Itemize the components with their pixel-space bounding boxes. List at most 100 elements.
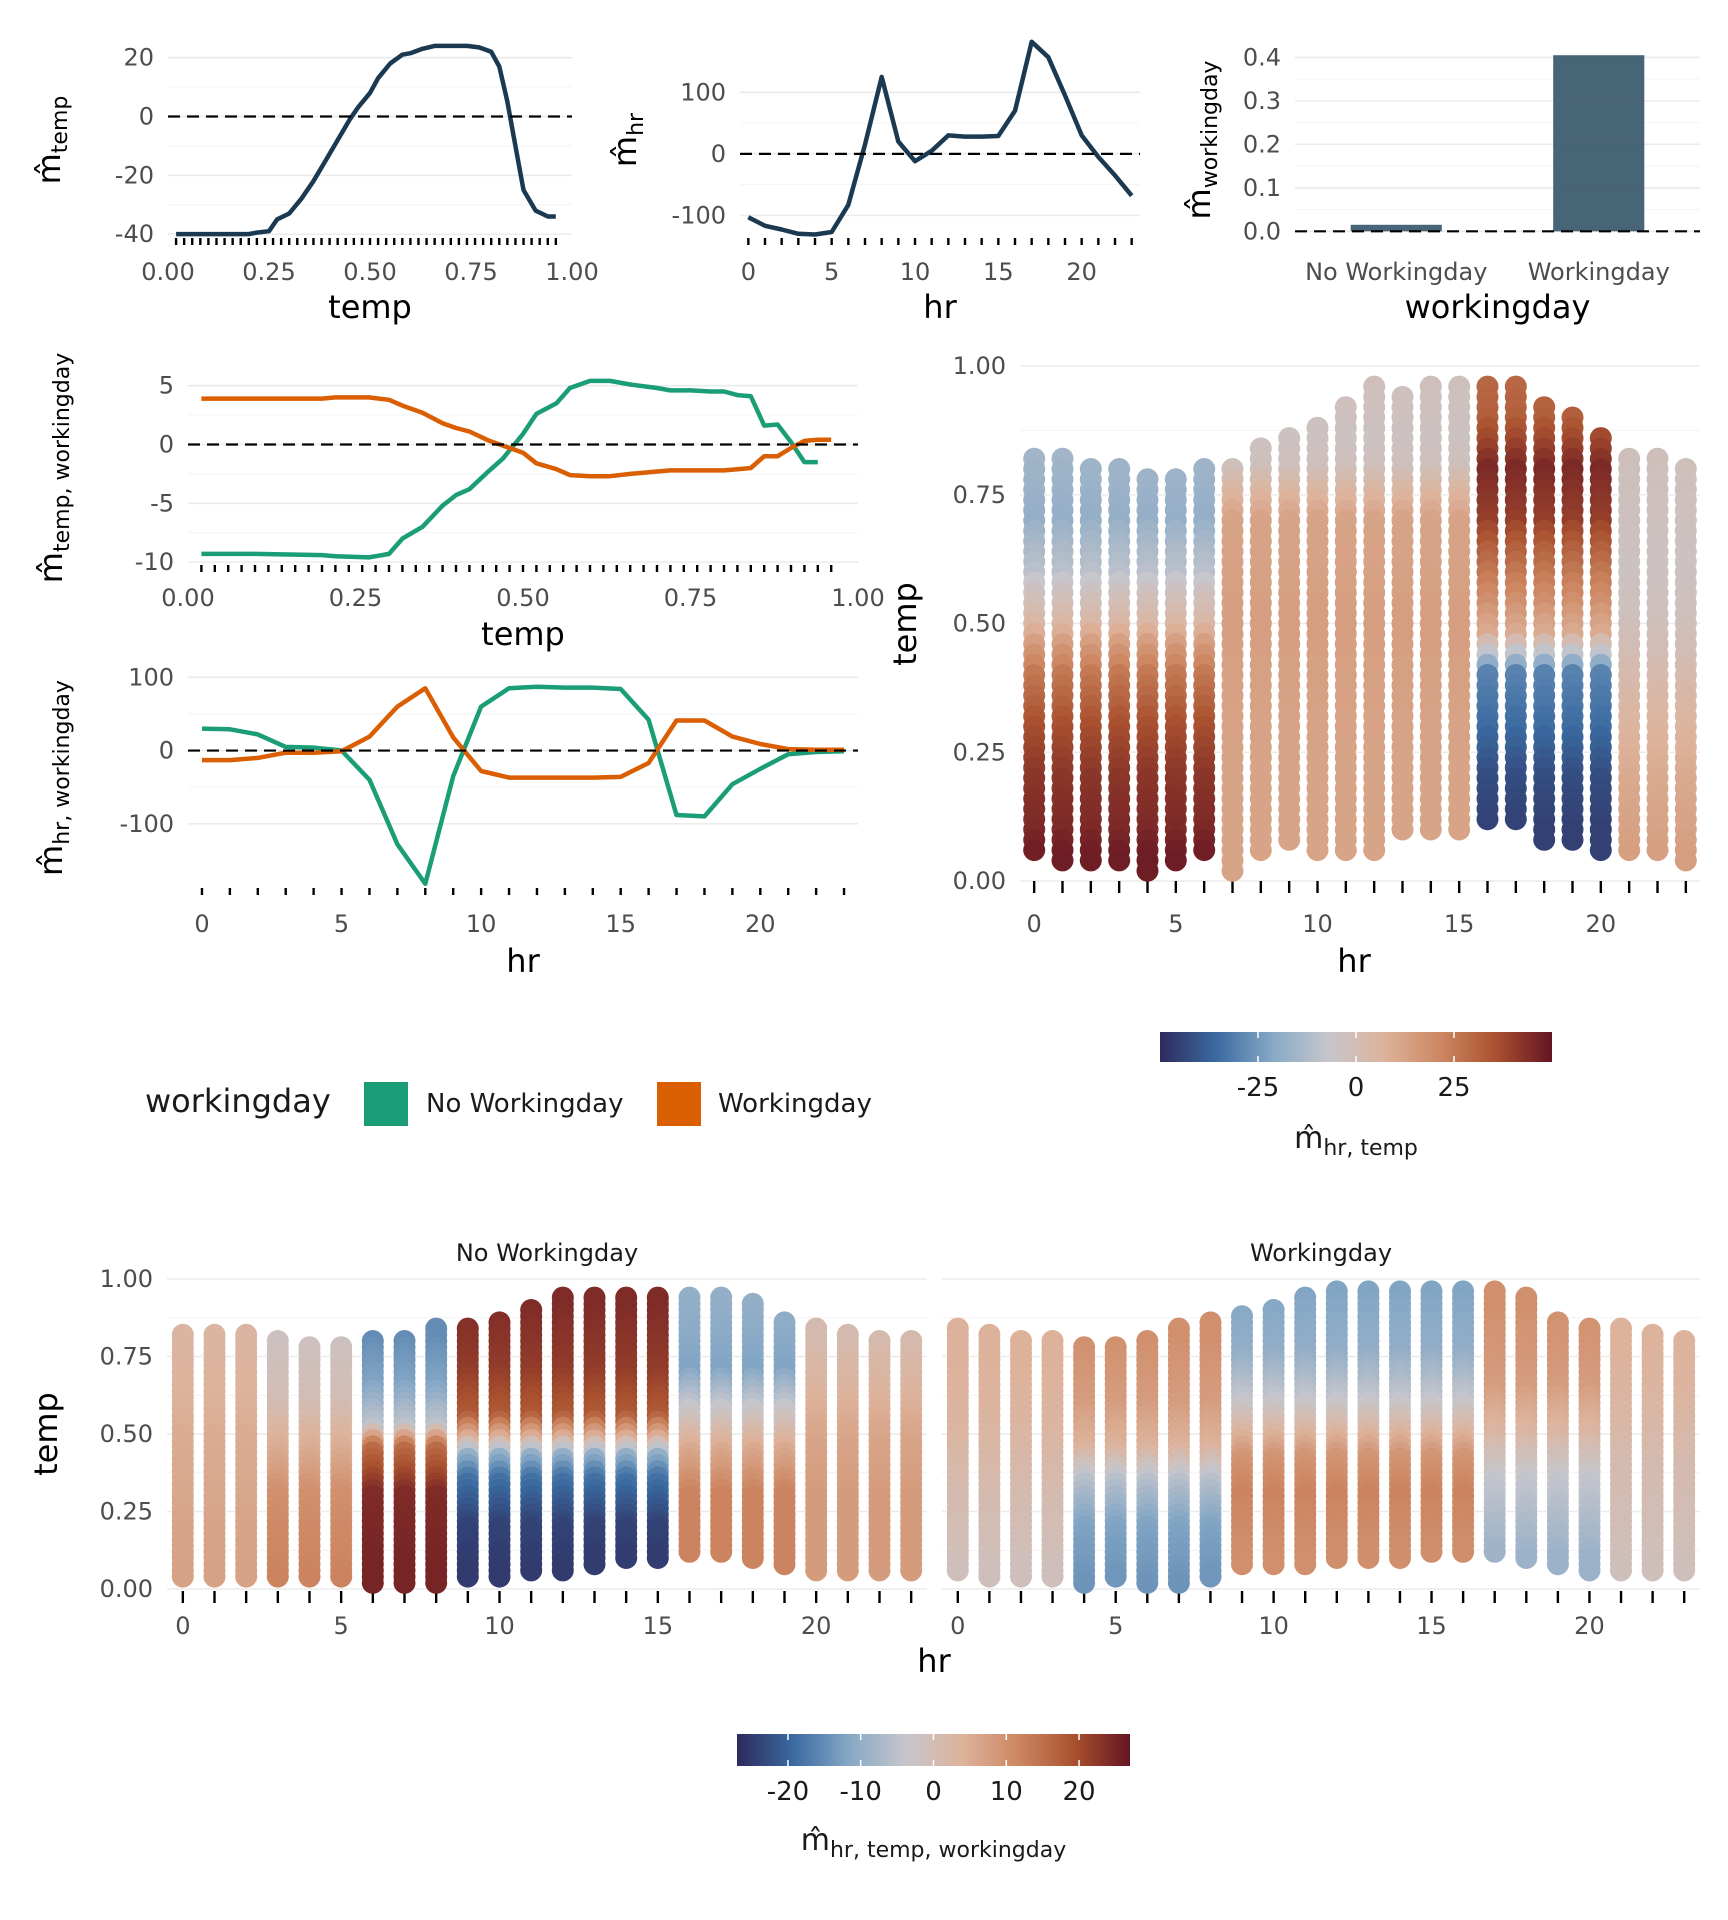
y-axis-label: m̂temp, workingday [32,353,75,583]
data-point [1023,839,1046,862]
y-tick-label: 0.00 [100,1575,153,1603]
data-point [741,1547,764,1569]
data-point [171,1565,194,1588]
data-point [1325,1547,1348,1569]
y-tick-label: 0.1 [1243,174,1281,202]
x-tick-label: 15 [643,1612,674,1640]
data-point [1249,839,1272,862]
data-point [1515,1547,1538,1569]
data-point [1391,818,1414,841]
y-tick-label: 0 [159,737,174,765]
x-tick-label: 10 [900,258,931,286]
data-point [203,1565,226,1588]
bar-workingday [1553,55,1645,232]
effect-line [747,39,1134,237]
data-point [456,1565,479,1588]
workingday-legend: workingday No Workingday Workingday [145,1082,872,1126]
colorbar-title: m̂hr, temp [1294,1121,1418,1161]
data-point [1073,1571,1096,1594]
colorbar-hr-temp-workingday: -20 -10 0 10 20 m̂hr, temp, workingday [737,1734,1130,1863]
data-point [900,1559,923,1582]
x-tick-label: 20 [801,1612,832,1640]
data-point [1104,1565,1127,1588]
data-point [1221,859,1244,882]
panel-temp-effect: -40 -20 0 20 0.00 0.25 0.50 0.75 1.00 temp m̂temp [30,44,599,326]
x-tick-label: 20 [1066,258,1097,286]
legend-key-no-workingday [364,1082,408,1126]
data-point [1363,839,1386,862]
data-point [1334,839,1357,862]
y-tick-label: 20 [123,44,154,72]
x-tick-label: 15 [1444,910,1475,938]
data-point [1476,808,1499,831]
y-tick-label: 0 [139,102,154,130]
facet-strip-label: Workingday [1250,1239,1392,1267]
y-tick-label: -40 [115,220,154,248]
x-tick-label: 0.00 [141,258,194,286]
data-point [551,1559,574,1582]
data-point [1578,1559,1601,1582]
legend-label-no-workingday: No Workingday [426,1089,624,1119]
bar-no-workingday [1350,224,1442,232]
data-point [1231,1553,1253,1576]
x-tick-label: 10 [1302,910,1333,938]
facet-no-workingday: 0.00 0.25 0.50 0.75 1.00 0 5 10 15 20 No Workingda… [100,1239,927,1640]
data-point [1306,839,1329,862]
data-point [1051,849,1074,872]
series-line-no-workingday [201,378,818,560]
x-tick-label: 20 [745,910,776,938]
y-tick-label: 0.00 [953,867,1006,895]
data-point [678,1540,701,1563]
y-tick-label: 100 [128,663,174,691]
data-point [1079,849,1102,872]
facet-workingday: 0 5 10 15 20 Workingday [942,1239,1700,1640]
x-tick-label: 15 [1416,1612,1447,1640]
data-point [1164,849,1187,872]
x-tick-label: 0 [194,910,209,938]
x-tick-label: 1.00 [831,584,884,612]
x-axis-label: hr [1337,942,1371,980]
data-point [1610,1559,1632,1582]
series-line-workingday [202,686,844,780]
x-tick-label: 0.75 [664,584,717,612]
data-point [1674,849,1697,872]
data-point [1646,839,1669,862]
data-point [393,1571,416,1594]
colorbar-tick-label: 10 [990,1777,1023,1807]
y-tick-label: 0 [159,430,174,458]
colorbar-title: m̂hr, temp, workingday [801,1823,1066,1863]
y-tick-label: 0.2 [1243,130,1281,158]
legend-label-workingday: Workingday [718,1089,872,1119]
data-point [1199,1565,1222,1588]
y-tick-label: 1.00 [953,352,1006,380]
data-point [330,1565,353,1588]
data-point [1419,818,1442,841]
series-line-workingday [201,395,832,479]
colorbar-tick-label: -10 [839,1777,881,1807]
y-axis-label: m̂hr [606,112,649,167]
x-tick-label: 15 [983,258,1014,286]
data-point [1167,1571,1190,1594]
x-tick-label: 5 [1108,1612,1123,1640]
colorbar-tick-label: 25 [1437,1073,1470,1103]
legend-key-workingday [657,1082,701,1126]
data-point [1010,1565,1032,1588]
facet-strip-label: No Workingday [456,1239,638,1267]
data-point [1641,1559,1664,1582]
data-point [520,1559,543,1582]
points-layer [946,1280,1696,1594]
y-tick-label: -5 [150,489,174,517]
colorbar-tick-label: 0 [925,1777,942,1807]
effect-line [176,43,556,237]
y-tick-label: 0.4 [1243,43,1281,71]
data-point [836,1559,859,1582]
points-layer [1023,375,1697,882]
y-tick-label: 0.50 [953,610,1006,638]
x-tick-label: 0.25 [329,584,382,612]
panel-temp-workingday-interaction: -10 -5 0 5 0.00 0.25 0.50 0.75 1.00 temp m̂temp, w… [32,353,885,653]
colorbar-tick-label: -20 [767,1777,809,1807]
data-point [1589,839,1612,862]
y-tick-label: -10 [135,548,174,576]
data-point [1448,818,1471,841]
